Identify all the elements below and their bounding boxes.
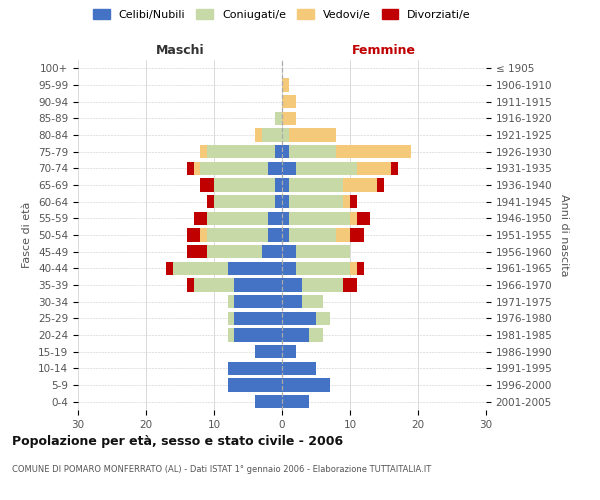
Bar [282, 345, 296, 358]
Bar [282, 395, 309, 408]
Bar [187, 245, 207, 258]
Bar [282, 312, 316, 325]
Bar [337, 145, 411, 158]
Bar [214, 178, 275, 192]
Bar [227, 312, 235, 325]
Bar [377, 178, 384, 192]
Bar [187, 278, 194, 291]
Bar [200, 228, 207, 241]
Bar [235, 312, 282, 325]
Bar [282, 145, 289, 158]
Bar [262, 245, 282, 258]
Bar [282, 162, 296, 175]
Bar [357, 212, 370, 225]
Bar [194, 278, 235, 291]
Bar [227, 328, 235, 342]
Legend: Celibi/Nubili, Coniugati/e, Vedovi/e, Divorziati/e: Celibi/Nubili, Coniugati/e, Vedovi/e, Di… [90, 6, 474, 24]
Bar [289, 195, 343, 208]
Bar [275, 145, 282, 158]
Bar [255, 128, 262, 141]
Bar [282, 362, 316, 375]
Bar [275, 112, 282, 125]
Bar [187, 228, 200, 241]
Bar [296, 262, 350, 275]
Bar [268, 212, 282, 225]
Bar [282, 328, 309, 342]
Bar [275, 178, 282, 192]
Bar [282, 78, 289, 92]
Bar [207, 212, 268, 225]
Bar [200, 162, 268, 175]
Bar [268, 228, 282, 241]
Bar [289, 228, 337, 241]
Bar [275, 195, 282, 208]
Bar [207, 145, 275, 158]
Bar [262, 128, 282, 141]
Bar [343, 178, 377, 192]
Bar [255, 395, 282, 408]
Text: Maschi: Maschi [155, 44, 205, 57]
Bar [289, 128, 337, 141]
Bar [296, 245, 350, 258]
Bar [350, 212, 357, 225]
Bar [302, 295, 323, 308]
Bar [187, 162, 194, 175]
Bar [350, 195, 357, 208]
Bar [296, 162, 357, 175]
Bar [282, 128, 289, 141]
Bar [282, 112, 296, 125]
Bar [391, 162, 398, 175]
Bar [268, 162, 282, 175]
Bar [235, 328, 282, 342]
Bar [200, 178, 214, 192]
Bar [207, 195, 214, 208]
Bar [207, 245, 262, 258]
Bar [282, 228, 289, 241]
Bar [282, 195, 289, 208]
Bar [289, 212, 350, 225]
Bar [173, 262, 227, 275]
Bar [235, 295, 282, 308]
Bar [316, 312, 329, 325]
Bar [255, 345, 282, 358]
Bar [357, 262, 364, 275]
Bar [282, 378, 329, 392]
Bar [207, 228, 268, 241]
Text: Femmine: Femmine [352, 44, 416, 57]
Bar [350, 228, 364, 241]
Bar [343, 278, 357, 291]
Y-axis label: Anni di nascita: Anni di nascita [559, 194, 569, 276]
Bar [282, 245, 296, 258]
Bar [282, 212, 289, 225]
Bar [194, 212, 207, 225]
Bar [357, 162, 391, 175]
Text: COMUNE DI POMARO MONFERRATO (AL) - Dati ISTAT 1° gennaio 2006 - Elaborazione TUT: COMUNE DI POMARO MONFERRATO (AL) - Dati … [12, 465, 431, 474]
Bar [227, 262, 282, 275]
Bar [282, 295, 302, 308]
Bar [227, 378, 282, 392]
Bar [343, 195, 350, 208]
Bar [227, 362, 282, 375]
Bar [302, 278, 343, 291]
Bar [282, 278, 302, 291]
Text: Popolazione per età, sesso e stato civile - 2006: Popolazione per età, sesso e stato civil… [12, 435, 343, 448]
Bar [194, 162, 200, 175]
Bar [309, 328, 323, 342]
Bar [214, 195, 275, 208]
Bar [235, 278, 282, 291]
Bar [282, 262, 296, 275]
Bar [282, 95, 296, 108]
Bar [227, 295, 235, 308]
Bar [166, 262, 173, 275]
Bar [289, 145, 337, 158]
Bar [350, 262, 357, 275]
Y-axis label: Fasce di età: Fasce di età [22, 202, 32, 268]
Bar [289, 178, 343, 192]
Bar [337, 228, 350, 241]
Bar [282, 178, 289, 192]
Bar [200, 145, 207, 158]
